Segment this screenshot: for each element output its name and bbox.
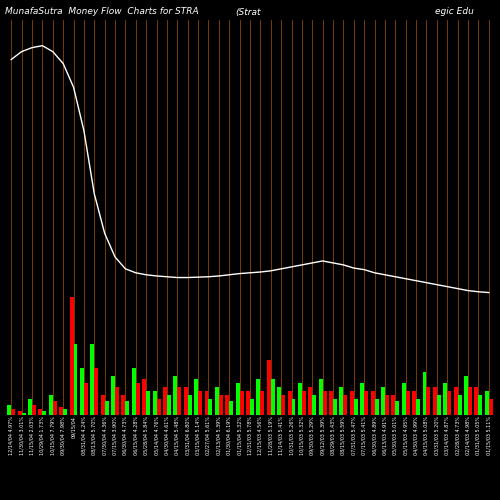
Bar bbox=[115, 388, 119, 415]
Text: egic Edu: egic Edu bbox=[435, 8, 474, 16]
Bar bbox=[447, 392, 451, 415]
Bar bbox=[422, 372, 426, 415]
Bar bbox=[142, 380, 146, 415]
Bar bbox=[396, 401, 400, 415]
Bar bbox=[32, 405, 36, 415]
Bar bbox=[426, 388, 430, 415]
Bar bbox=[344, 395, 347, 415]
Bar bbox=[329, 392, 333, 415]
Bar bbox=[28, 399, 32, 415]
Bar bbox=[194, 380, 198, 415]
Bar bbox=[53, 401, 56, 415]
Bar bbox=[271, 380, 274, 415]
Bar bbox=[292, 399, 296, 415]
Bar bbox=[416, 399, 420, 415]
Bar bbox=[63, 409, 67, 415]
Bar bbox=[267, 360, 271, 415]
Bar bbox=[277, 388, 281, 415]
Bar bbox=[219, 395, 223, 415]
Bar bbox=[84, 384, 88, 415]
Bar bbox=[340, 388, 344, 415]
Bar bbox=[132, 368, 136, 415]
Bar bbox=[8, 405, 11, 415]
Bar bbox=[70, 296, 73, 415]
Bar bbox=[402, 384, 406, 415]
Bar bbox=[198, 392, 202, 415]
Bar bbox=[374, 399, 378, 415]
Bar bbox=[318, 380, 322, 415]
Bar bbox=[458, 395, 462, 415]
Bar bbox=[229, 401, 233, 415]
Bar bbox=[312, 395, 316, 415]
Bar bbox=[146, 392, 150, 415]
Bar bbox=[11, 409, 15, 415]
Bar bbox=[485, 392, 489, 415]
Bar bbox=[80, 368, 84, 415]
Bar bbox=[444, 384, 447, 415]
Bar bbox=[167, 395, 171, 415]
Bar bbox=[74, 344, 78, 415]
Bar bbox=[94, 368, 98, 415]
Bar bbox=[412, 392, 416, 415]
Bar bbox=[126, 401, 130, 415]
Bar bbox=[90, 344, 94, 415]
Bar bbox=[298, 384, 302, 415]
Bar bbox=[281, 395, 285, 415]
Bar bbox=[42, 411, 46, 415]
Bar bbox=[392, 395, 396, 415]
Bar bbox=[250, 399, 254, 415]
Bar bbox=[406, 392, 409, 415]
Bar bbox=[489, 399, 492, 415]
Bar bbox=[385, 395, 389, 415]
Bar bbox=[322, 392, 326, 415]
Bar bbox=[288, 392, 292, 415]
Bar bbox=[22, 413, 26, 415]
Bar bbox=[100, 395, 104, 415]
Text: (Strat: (Strat bbox=[235, 8, 260, 16]
Bar bbox=[333, 399, 337, 415]
Bar bbox=[156, 399, 160, 415]
Bar bbox=[308, 388, 312, 415]
Bar bbox=[38, 409, 42, 415]
Bar bbox=[381, 388, 385, 415]
Bar bbox=[49, 395, 53, 415]
Bar bbox=[104, 401, 108, 415]
Bar bbox=[152, 392, 156, 415]
Bar bbox=[59, 407, 63, 415]
Bar bbox=[478, 395, 482, 415]
Bar bbox=[464, 376, 468, 415]
Bar bbox=[236, 384, 240, 415]
Bar bbox=[433, 388, 437, 415]
Bar bbox=[370, 392, 374, 415]
Bar bbox=[354, 399, 358, 415]
Bar bbox=[18, 411, 21, 415]
Bar bbox=[184, 388, 188, 415]
Bar bbox=[437, 395, 441, 415]
Bar bbox=[246, 392, 250, 415]
Bar bbox=[350, 392, 354, 415]
Bar bbox=[302, 392, 306, 415]
Bar bbox=[360, 384, 364, 415]
Bar bbox=[136, 384, 140, 415]
Text: MunafaSutra  Money Flow  Charts for STRA: MunafaSutra Money Flow Charts for STRA bbox=[5, 8, 198, 16]
Bar bbox=[163, 388, 167, 415]
Bar bbox=[204, 392, 208, 415]
Bar bbox=[188, 395, 192, 415]
Bar bbox=[178, 388, 182, 415]
Bar bbox=[226, 395, 229, 415]
Bar bbox=[208, 399, 212, 415]
Bar bbox=[215, 388, 219, 415]
Bar bbox=[364, 392, 368, 415]
Bar bbox=[474, 388, 478, 415]
Bar bbox=[468, 388, 472, 415]
Bar bbox=[122, 395, 126, 415]
Bar bbox=[454, 388, 458, 415]
Bar bbox=[111, 376, 115, 415]
Bar bbox=[240, 392, 244, 415]
Bar bbox=[174, 376, 178, 415]
Bar bbox=[260, 392, 264, 415]
Bar bbox=[256, 380, 260, 415]
